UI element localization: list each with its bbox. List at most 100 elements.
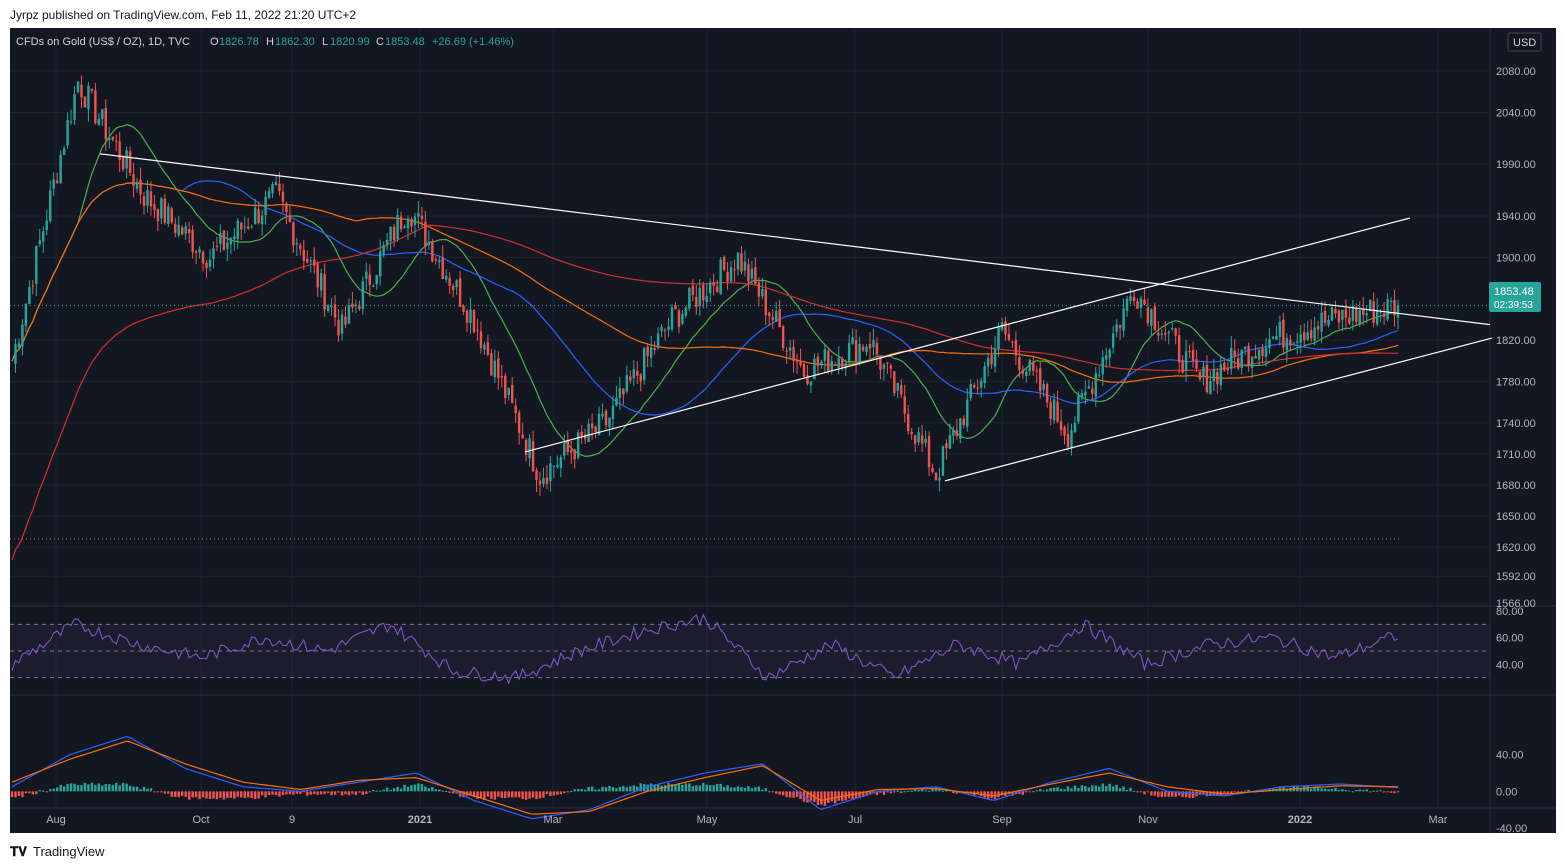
candle-body — [597, 413, 601, 435]
candle-body — [1177, 335, 1181, 363]
candle-body — [458, 278, 462, 307]
candle-body — [733, 269, 736, 271]
macd-histogram-bar — [681, 784, 684, 792]
candle-body — [521, 434, 524, 439]
candle-body — [441, 257, 444, 280]
macd-histogram-bar — [608, 786, 611, 792]
candle-body — [844, 363, 847, 369]
macd-histogram-bar — [35, 791, 38, 795]
candle-body — [1059, 421, 1063, 431]
candle-body — [504, 375, 507, 399]
candle-body — [389, 226, 392, 242]
macd-histogram-bar — [1243, 790, 1247, 792]
chart-area[interactable]: 2080.00 2040.00 1990.00 1940.00 1900.00 1820.… — [10, 28, 1556, 833]
macd-histogram-bar — [497, 791, 500, 797]
candle-body — [444, 275, 448, 280]
candle-body — [1372, 301, 1375, 323]
candle-body — [702, 284, 705, 301]
macd-histogram-bar — [264, 791, 267, 798]
candle-body — [69, 121, 73, 123]
macd-histogram-bar — [1233, 791, 1236, 793]
candle-body — [927, 436, 931, 468]
candle-body — [104, 107, 108, 139]
candle-body — [604, 410, 608, 426]
macd-histogram-bar — [146, 788, 149, 792]
publish-info: Jyrpz published on TradingView.com, Feb … — [10, 8, 357, 22]
macd-histogram-bar — [1032, 791, 1035, 793]
candle-body — [781, 326, 785, 349]
price-tick: 1566.00 — [1496, 598, 1536, 610]
macd-histogram-bar — [101, 785, 104, 792]
macd-histogram-bar — [1132, 790, 1136, 792]
candle-body — [274, 181, 278, 186]
macd-histogram-bar — [570, 791, 573, 793]
candle-body — [955, 430, 959, 436]
candle-body — [500, 375, 504, 378]
time-tick: Jul — [848, 814, 862, 826]
macd-histogram-bar — [590, 786, 594, 792]
candle-body — [983, 366, 986, 383]
macd-histogram-bar — [1285, 789, 1289, 792]
macd-histogram-bar — [917, 790, 920, 792]
candle-body — [31, 285, 35, 287]
macd-histogram-bar — [1320, 788, 1323, 792]
chart-svg[interactable]: 2080.00 2040.00 1990.00 1940.00 1900.00 1820.… — [10, 28, 1556, 833]
macd-histogram-bar — [378, 790, 382, 792]
time-axis[interactable]: Aug Oct 9 2021 Mar May Jul Sep Nov 2022 Mar — [46, 814, 1448, 826]
candle-body — [66, 120, 69, 146]
macd-histogram-bar — [903, 791, 906, 793]
candle-body — [618, 388, 622, 398]
candle-body — [451, 285, 455, 290]
macd-histogram-bar — [1358, 789, 1362, 792]
macd-histogram-bar — [830, 791, 834, 802]
candle-body — [1042, 383, 1045, 390]
macd-histogram-bar — [344, 791, 347, 795]
candle-body — [358, 306, 361, 309]
candle-body — [257, 209, 260, 224]
macd-histogram-bar — [781, 791, 785, 796]
macd-histogram-bar — [615, 788, 618, 792]
macd-histogram-bar — [893, 791, 896, 793]
macd-histogram-bar — [87, 784, 90, 792]
macd-histogram-bar — [153, 791, 156, 793]
candle-body — [1101, 357, 1104, 375]
price-axis[interactable]: 2080.00 2040.00 1990.00 1940.00 1900.00 1820.… — [1496, 66, 1536, 833]
currency-label: USD — [1513, 37, 1536, 49]
candle-body — [1285, 338, 1289, 351]
candle-body — [1056, 401, 1059, 422]
macd-histogram-bar — [1306, 786, 1309, 792]
candle-body — [375, 275, 378, 284]
candle-body — [938, 477, 941, 481]
candle-body — [128, 151, 132, 173]
macd-histogram-bar — [312, 791, 316, 795]
symbol-name: CFDs on Gold (US$ / OZ), 1D, TVC — [16, 36, 190, 48]
candle-body — [215, 245, 219, 247]
macd-histogram-bar — [1080, 785, 1084, 792]
currency-button[interactable]: USD — [1507, 32, 1542, 52]
candle-body — [945, 443, 948, 449]
candle-body — [73, 94, 76, 121]
macd-histogram-bar — [1386, 791, 1389, 793]
candle-body — [611, 405, 615, 419]
candle-body — [108, 137, 111, 141]
macd-histogram-bar — [1167, 791, 1170, 797]
candle-body — [1358, 309, 1362, 325]
candle-body — [80, 84, 83, 98]
macd-histogram-bar — [1313, 786, 1316, 792]
candle-body — [1108, 349, 1111, 358]
candle-body — [573, 449, 576, 460]
candle-body — [333, 304, 337, 318]
candle-body — [1028, 360, 1032, 372]
macd-histogram-bar — [889, 791, 893, 794]
macd-histogram-bar — [1125, 789, 1129, 792]
macd-histogram-bar — [875, 791, 879, 796]
trendlines — [99, 153, 1493, 482]
candle-body — [271, 183, 274, 194]
candle-body — [1236, 358, 1240, 369]
candle-body — [934, 472, 938, 481]
candle-body — [413, 216, 417, 226]
candle-body — [1264, 347, 1268, 357]
macd-histogram-bar — [1351, 791, 1355, 793]
macd-histogram-bar — [420, 784, 424, 792]
candle-body — [323, 274, 326, 310]
